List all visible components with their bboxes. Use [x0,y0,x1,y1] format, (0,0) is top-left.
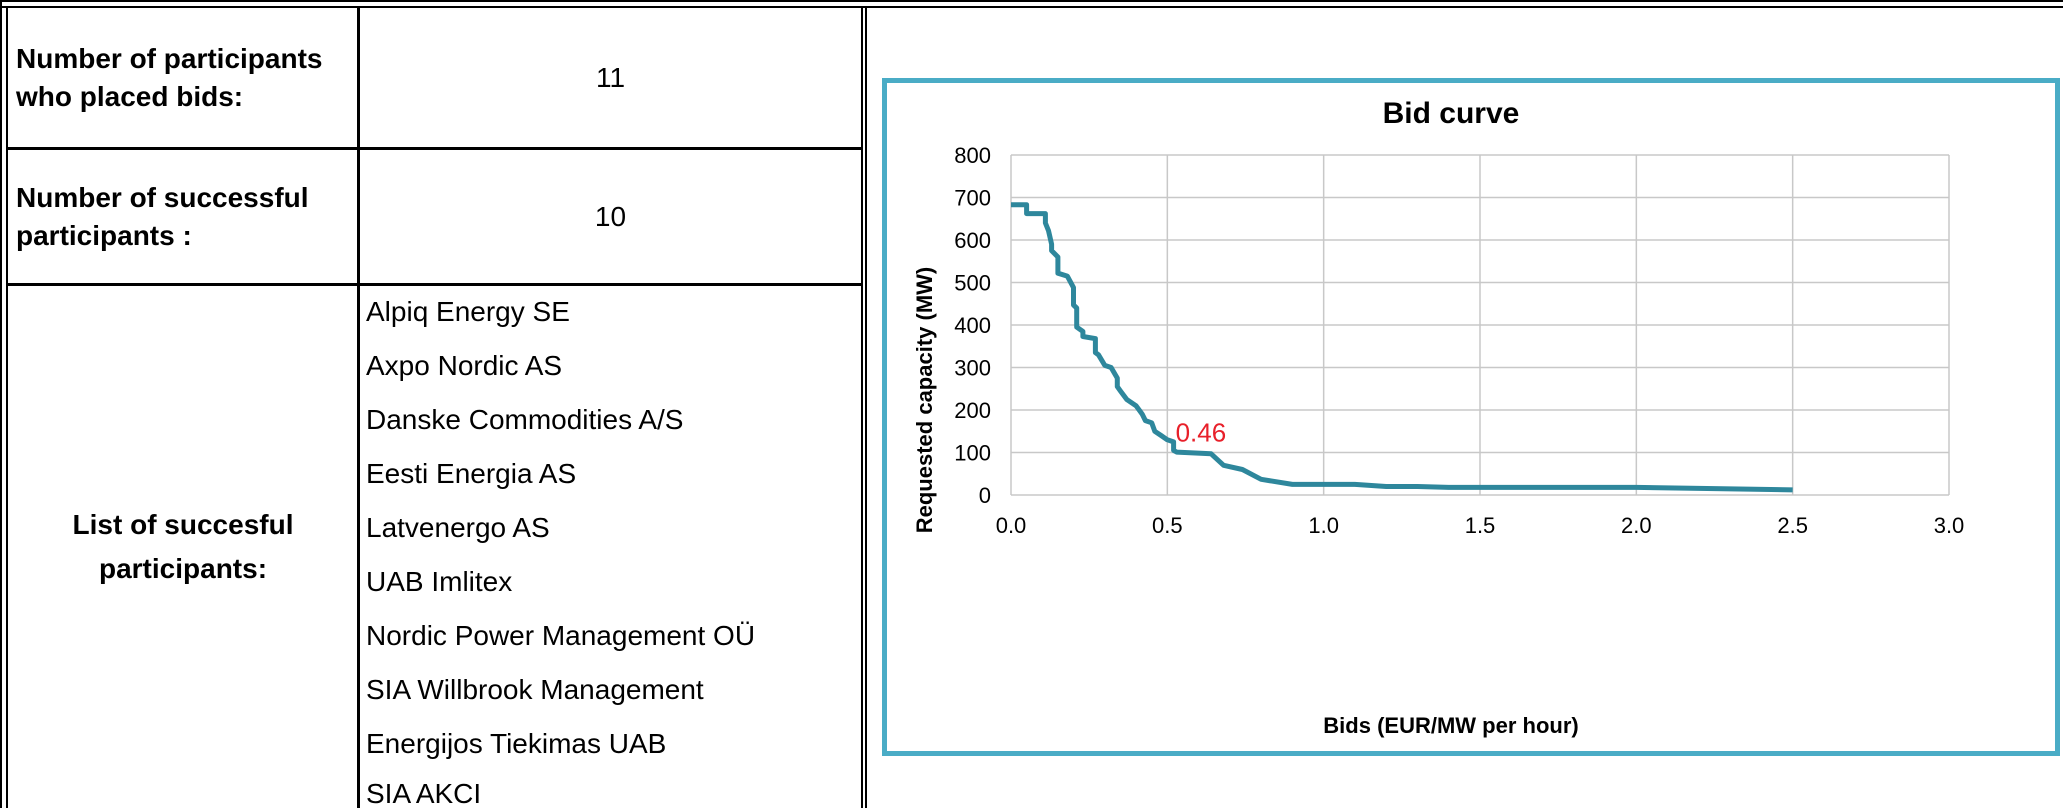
list-label-line-1: List of succesful [72,509,294,540]
participants-label-cell: Number of participants who placed bids: [10,8,356,147]
x-tick-label: 0.5 [1152,513,1183,538]
x-tick-label: 3.0 [1934,513,1965,538]
y-tick-label: 700 [954,186,991,211]
x-tick-label: 2.5 [1777,513,1808,538]
ticks-layer: 0 100 200 300 400 500 600 700 800 0.0 0.5 1.0 1.5 2.0… [954,143,1964,538]
list-item: Alpiq Energy SE [366,296,570,327]
y-tick-label: 500 [954,271,991,296]
participants-value: 11 [595,61,626,93]
successful-label-line-1: Number of successful [16,181,309,213]
x-tick-label: 0.0 [996,513,1027,538]
list-item: SIA AKCI [366,778,482,809]
border-top-inner [0,6,2063,8]
list-item: Danske Commodities A/S [366,404,684,435]
participants-label-line-1: Number of participants [16,42,323,74]
y-tick-label: 800 [954,143,991,168]
x-tick-label: 1.0 [1308,513,1339,538]
y-axis-label: Requested capacity (MW) [912,267,937,534]
border-top [0,0,2063,2]
list-item: Nordic Power Management OÜ [366,620,756,651]
list-label-cell: List of succesful participants: [10,286,356,808]
chart-canvas: Bid curve 0 100 200 300 400 500 600 700 800 0.0 0.… [912,97,1964,738]
y-tick-label: 400 [954,313,991,338]
chart-divider [861,6,863,808]
y-tick-label: 100 [954,441,991,466]
chart-divider-inner [865,6,867,808]
y-tick-label: 600 [954,228,991,253]
list-label-line-2: participants: [98,553,268,584]
row-divider-2 [6,283,863,286]
annotation-label: 0.46 [1176,417,1227,447]
chart-title: Bid curve [1383,97,1520,130]
y-tick-label: 200 [954,398,991,423]
list-item: UAB Imlitex [366,566,513,597]
x-tick-label: 2.0 [1621,513,1652,538]
y-tick-label: 300 [954,356,991,381]
border-left-inner [6,6,8,808]
list-item: Eesti Energia AS [366,458,577,489]
series-line [1011,202,1793,493]
participants-label-line-2: who placed bids: [16,80,244,112]
border-left [0,0,2,808]
x-axis-label: Bids (EUR/MW per hour) [1323,713,1578,738]
successful-value: 10 [594,200,627,232]
list-item: Axpo Nordic AS [366,350,563,381]
list-item: Latvenergo AS [366,512,550,543]
bid-curve-chart: Bid curve 0 100 200 300 400 500 600 700 800 0.0 0.… [882,78,2060,756]
y-tick-label: 0 [979,483,991,508]
x-tick-label: 1.5 [1465,513,1496,538]
successful-label-cell: Number of successful participants : [10,150,356,283]
list-item: SIA Willbrook Management [366,674,704,705]
list-item: Energijos Tiekimas UAB [366,728,667,759]
row-divider-1 [6,147,863,150]
grid-layer [1010,154,1950,496]
column-divider [357,6,360,808]
successful-label-line-2: participants : [16,219,192,251]
